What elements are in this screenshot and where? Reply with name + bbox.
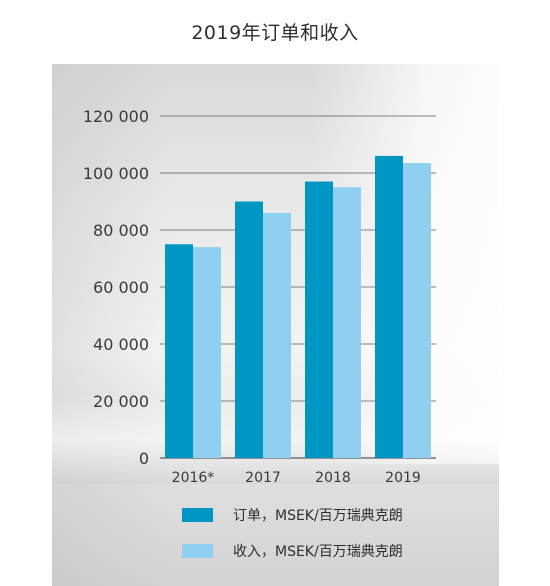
bar-revenue-2018 [333,187,361,458]
y-tick-label: 100 000 [83,164,149,183]
x-tick-label: 2017 [245,470,281,486]
y-tick-label: 60 000 [93,278,149,297]
y-tick-label: 20 000 [93,392,149,411]
y-tick-label: 40 000 [93,335,149,354]
x-axis-labels: 2016* 2017 2018 2019 [172,470,421,486]
x-tick-label: 2018 [315,470,351,486]
y-tick-label: 120 000 [83,107,149,126]
page-title: 2019年订单和收入 [191,22,359,44]
bars [165,155,431,459]
bar-revenue-2016 [193,247,221,458]
legend-item-orders: 订单，MSEK/百万瑞典克朗 [182,505,403,525]
y-tick-label: 0 [139,449,149,468]
x-tick-label: 2019 [385,470,421,486]
y-axis-ticks: 0 20 000 40 000 60 000 80 000 100 000 120 000 [83,107,149,468]
bar-orders-2019 [375,155,403,458]
legend-label-revenue: 收入，MSEK/百万瑞典克朗 [233,544,403,560]
bar-orders-2016 [165,244,193,458]
legend-swatch-orders [182,508,213,522]
background-photo-shade [52,64,172,586]
legend-item-revenue: 收入，MSEK/百万瑞典克朗 [182,541,403,561]
bar-orders-2018 [305,181,333,459]
bar-orders-2017 [235,201,263,458]
y-tick-label: 80 000 [93,221,149,240]
bar-revenue-2019 [403,163,431,458]
bar-revenue-2017 [263,212,291,458]
legend-label-orders: 订单，MSEK/百万瑞典克朗 [233,508,403,524]
legend-swatch-revenue [182,544,213,558]
x-tick-label: 2016* [172,470,215,486]
